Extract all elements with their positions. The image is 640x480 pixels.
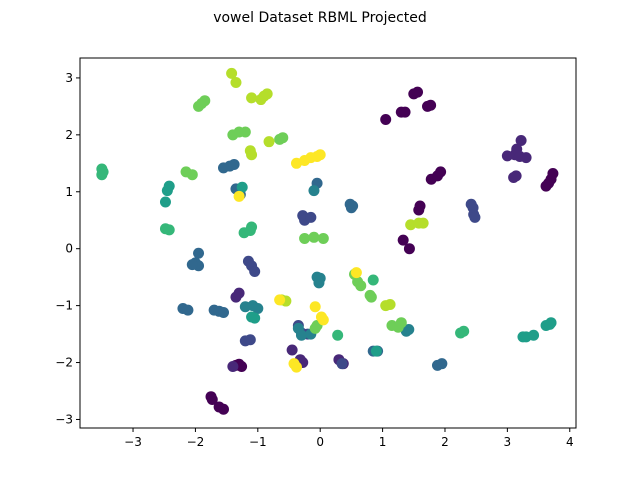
data-point-40 xyxy=(227,361,239,373)
y-tick-label: −2 xyxy=(55,356,73,370)
x-tick-label: 2 xyxy=(441,435,449,449)
data-point-145 xyxy=(261,88,273,100)
data-point-47 xyxy=(305,211,317,223)
data-point-168 xyxy=(233,190,245,202)
data-point-13 xyxy=(403,243,415,255)
data-point-17 xyxy=(547,168,559,180)
data-point-33 xyxy=(286,344,298,356)
data-point-32 xyxy=(508,172,520,184)
data-point-71 xyxy=(182,304,194,316)
data-point-126 xyxy=(277,132,289,144)
data-point-139 xyxy=(365,291,377,303)
data-point-28 xyxy=(515,135,527,147)
data-point-56 xyxy=(336,358,348,370)
data-point-165 xyxy=(317,314,329,326)
data-point-160 xyxy=(314,149,326,161)
data-point-68 xyxy=(186,259,198,271)
x-tick-label: 4 xyxy=(566,435,574,449)
data-point-53 xyxy=(249,265,261,277)
data-point-119 xyxy=(199,95,211,107)
data-point-166 xyxy=(274,294,286,306)
data-point-147 xyxy=(246,149,258,161)
data-point-148 xyxy=(263,136,275,148)
data-point-11 xyxy=(414,200,426,212)
data-point-102 xyxy=(246,311,258,323)
data-point-129 xyxy=(317,232,329,244)
data-point-21 xyxy=(218,403,229,415)
data-point-128 xyxy=(308,231,320,243)
y-tick-label: 2 xyxy=(65,128,73,142)
data-point-97 xyxy=(544,318,556,330)
data-point-142 xyxy=(246,92,258,104)
data-point-94 xyxy=(528,329,540,341)
y-axis: −3 −2 −1 0 1 2 3 xyxy=(55,71,80,426)
data-point-141 xyxy=(230,76,242,88)
data-point-134 xyxy=(395,317,407,329)
data-point-153 xyxy=(384,298,396,310)
y-tick-label: 1 xyxy=(65,185,73,199)
data-point-103 xyxy=(236,181,248,193)
data-point-12 xyxy=(397,234,409,246)
data-point-80 xyxy=(308,185,320,197)
data-point-163 xyxy=(309,301,321,313)
data-point-99 xyxy=(161,185,173,197)
data-point-44 xyxy=(469,211,481,223)
data-point-58 xyxy=(218,162,229,174)
data-point-59 xyxy=(228,158,240,170)
data-point-85 xyxy=(295,329,307,341)
data-point-2 xyxy=(399,106,411,118)
chart-title: vowel Dataset RBML Projected xyxy=(213,10,427,26)
data-point-65 xyxy=(347,200,359,212)
data-point-9 xyxy=(435,166,447,178)
data-point-140 xyxy=(226,67,238,79)
x-tick-label: 3 xyxy=(504,435,512,449)
x-tick-label: 1 xyxy=(379,435,387,449)
data-point-127 xyxy=(299,232,311,244)
data-point-121 xyxy=(227,129,239,141)
data-point-112 xyxy=(246,221,258,233)
data-point-19 xyxy=(206,394,218,406)
data-point-83 xyxy=(313,277,325,289)
data-point-0 xyxy=(380,113,392,125)
x-tick-label: 0 xyxy=(316,435,324,449)
data-point-116 xyxy=(332,329,344,341)
x-axis: −3 −2 −1 0 1 2 3 4 xyxy=(124,428,574,449)
x-tick-label: −2 xyxy=(187,435,205,449)
data-point-69 xyxy=(193,247,205,259)
data-point-137 xyxy=(355,280,367,292)
data-point-162 xyxy=(290,361,302,373)
data-point-122 xyxy=(239,126,251,138)
data-point-90 xyxy=(403,324,415,336)
data-point-30 xyxy=(520,152,532,164)
data-point-74 xyxy=(218,306,229,318)
data-point-151 xyxy=(417,217,429,229)
x-tick-label: −3 xyxy=(124,435,142,449)
data-point-100 xyxy=(159,196,171,208)
data-point-39 xyxy=(233,287,245,299)
y-tick-label: −1 xyxy=(55,299,73,313)
data-point-55 xyxy=(244,334,256,346)
data-point-107 xyxy=(97,166,109,178)
data-point-114 xyxy=(458,325,470,337)
data-point-104 xyxy=(370,345,382,357)
data-point-6 xyxy=(425,99,437,111)
data-point-109 xyxy=(163,224,175,236)
data-point-76 xyxy=(436,358,448,370)
plot-frame xyxy=(79,57,577,429)
data-point-4 xyxy=(412,86,424,98)
x-tick-label: −1 xyxy=(249,435,267,449)
points-layer xyxy=(96,67,559,415)
y-tick-label: −3 xyxy=(55,412,73,426)
data-point-88 xyxy=(239,301,251,313)
data-point-24 xyxy=(236,361,248,373)
data-point-115 xyxy=(367,274,379,286)
y-tick-label: 0 xyxy=(65,242,73,256)
data-point-124 xyxy=(186,169,198,181)
data-point-167 xyxy=(350,267,362,279)
y-tick-label: 3 xyxy=(65,71,73,85)
